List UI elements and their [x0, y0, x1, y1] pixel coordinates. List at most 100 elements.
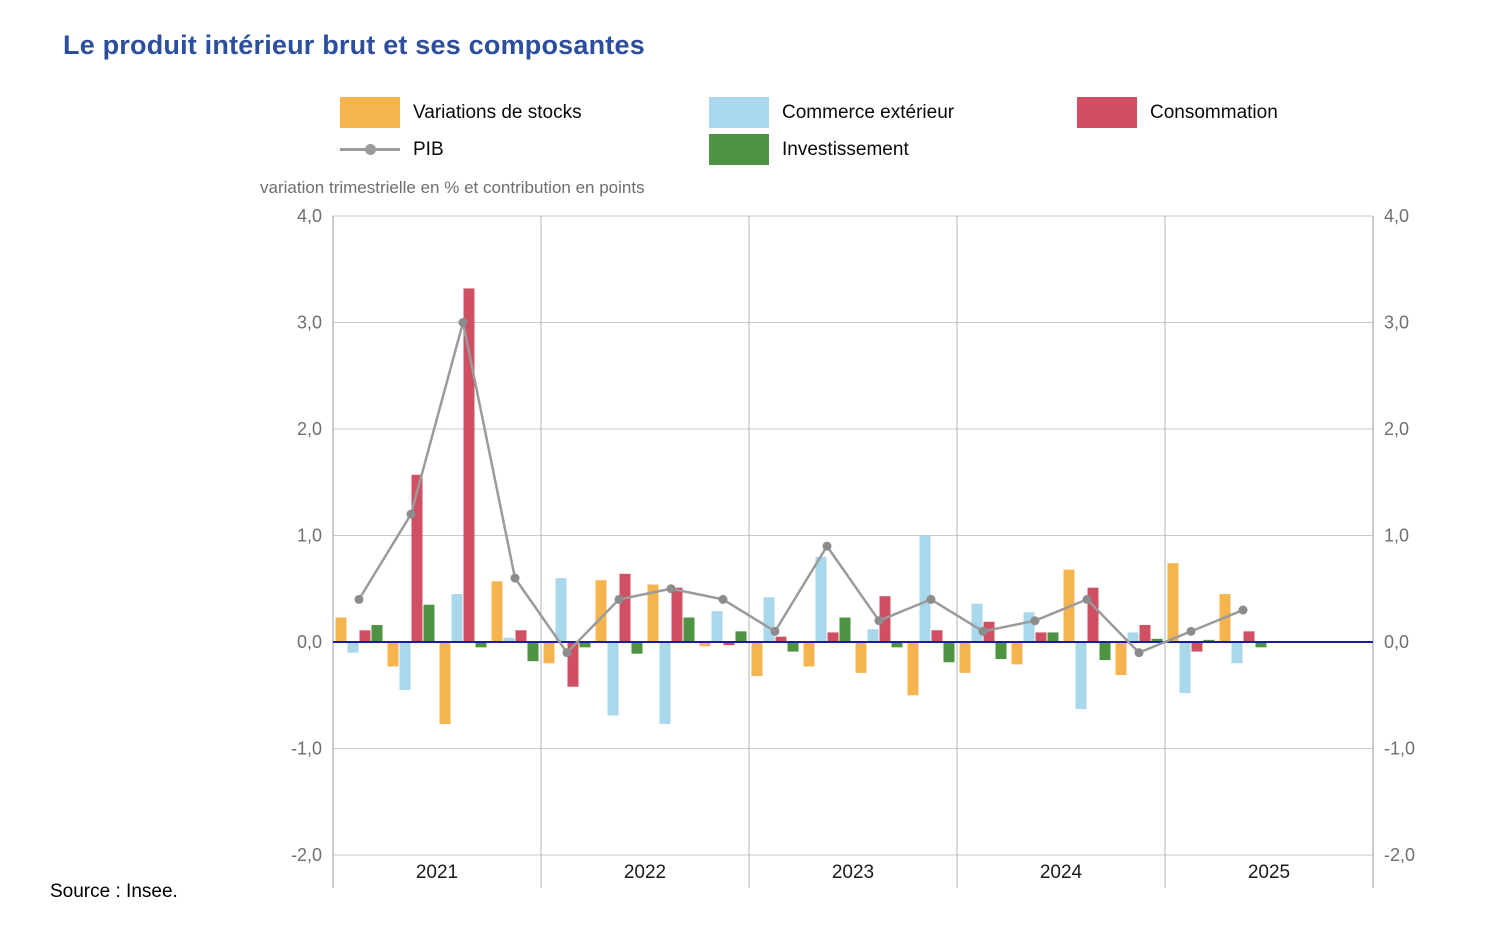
legend-item-variations-de-stocks: Variations de stocks — [340, 97, 582, 128]
bar — [619, 573, 631, 642]
pib-point — [1030, 616, 1040, 626]
bar — [595, 580, 607, 642]
bar — [1231, 642, 1243, 664]
bar — [1023, 612, 1035, 642]
year-label: 2021 — [416, 862, 458, 883]
pib-point — [666, 584, 676, 594]
y-tick-label-right: -1,0 — [1384, 739, 1415, 759]
legend-item-pib: PIB — [340, 134, 444, 165]
bar — [439, 642, 451, 725]
bar — [451, 594, 463, 642]
bar — [907, 642, 919, 696]
x-axis-labels: 2021 2022 2023 2024 2025 — [416, 862, 1290, 883]
y-axis-labels: 4,0 4,0 3,0 3,0 2,0 2,0 1,0 1,0 0,0 0,0 -1,0 -1,0 -2… — [291, 206, 1415, 865]
bar — [387, 642, 399, 667]
y-tick-label-left: 1,0 — [297, 526, 322, 546]
bar — [995, 642, 1007, 660]
legend-label-commerce-exterieur: Commerce extérieur — [782, 101, 955, 123]
bar — [943, 642, 955, 663]
investissement-swatch-icon — [709, 134, 769, 165]
pib-point — [354, 594, 364, 604]
bar — [347, 642, 359, 653]
y-tick-label-right: -2,0 — [1384, 845, 1415, 865]
page-title: Le produit intérieur brut et ses composa… — [63, 30, 645, 60]
year-label: 2022 — [624, 862, 666, 883]
bar — [371, 624, 383, 642]
bar — [855, 642, 867, 673]
year-label: 2025 — [1248, 862, 1290, 883]
bar — [931, 630, 943, 642]
pib-point — [406, 509, 416, 519]
bar — [711, 611, 723, 642]
bar — [699, 642, 711, 647]
y-tick-label-right: 1,0 — [1384, 526, 1409, 546]
bar — [411, 474, 423, 642]
y-tick-label-right: 0,0 — [1384, 632, 1409, 652]
year-label: 2023 — [832, 862, 874, 883]
pib-point — [1186, 626, 1196, 636]
bar — [763, 597, 775, 642]
bar — [1243, 631, 1255, 642]
commerce-exterieur-swatch-icon — [709, 97, 769, 128]
pib-point — [770, 626, 780, 636]
bar — [815, 556, 827, 642]
bar — [827, 632, 839, 642]
bar — [359, 630, 371, 642]
consommation-swatch-icon — [1077, 97, 1137, 128]
pib-line — [357, 321, 1244, 654]
bar — [1011, 642, 1023, 665]
variations-de-stocks-swatch-icon — [340, 97, 400, 128]
pib-point — [562, 648, 572, 658]
bar — [463, 288, 475, 642]
bar — [1255, 642, 1267, 648]
legend-label-consommation: Consommation — [1150, 101, 1278, 123]
bar — [1087, 587, 1099, 642]
bar — [579, 642, 591, 648]
bar — [971, 603, 983, 642]
bar — [543, 642, 555, 664]
bar — [735, 631, 747, 642]
bar — [1179, 642, 1191, 694]
legend-item-commerce-exterieur: Commerce extérieur — [709, 97, 954, 128]
bar — [1127, 632, 1139, 642]
year-label: 2024 — [1040, 862, 1083, 883]
bar — [659, 642, 671, 725]
bar — [423, 604, 435, 642]
bar — [515, 630, 527, 642]
bar — [983, 621, 995, 642]
bar — [527, 642, 539, 662]
y-tick-label-right: 2,0 — [1384, 419, 1409, 439]
y-tick-label-left: -1,0 — [291, 739, 322, 759]
pib-point — [1238, 605, 1248, 615]
legend-label-pib: PIB — [413, 138, 444, 160]
y-tick-label-right: 3,0 — [1384, 313, 1409, 333]
bar — [567, 642, 579, 687]
bar — [503, 637, 515, 642]
bar — [775, 636, 787, 642]
pib-point — [822, 541, 832, 551]
bar — [475, 642, 487, 648]
source-note: Source : Insee. — [50, 881, 178, 902]
bar — [1075, 642, 1087, 710]
bar-series-4 — [371, 604, 1267, 663]
bar — [839, 617, 851, 642]
bar — [555, 578, 567, 642]
bar — [1191, 642, 1203, 652]
year-separators — [332, 216, 1374, 888]
legend-label-variations-de-stocks: Variations de stocks — [413, 101, 582, 123]
bar — [787, 642, 799, 652]
pib-point — [718, 594, 728, 604]
bar — [1047, 632, 1059, 642]
pib-point — [458, 318, 468, 327]
bar — [1203, 639, 1215, 642]
y-tick-label-right: 4,0 — [1384, 206, 1409, 226]
pib-point — [510, 573, 520, 583]
y-tick-label-left: 0,0 — [297, 632, 322, 652]
bar — [607, 642, 619, 716]
pib-point — [1082, 594, 1092, 604]
bar — [399, 642, 411, 690]
bar — [867, 629, 879, 642]
bar — [683, 617, 695, 642]
